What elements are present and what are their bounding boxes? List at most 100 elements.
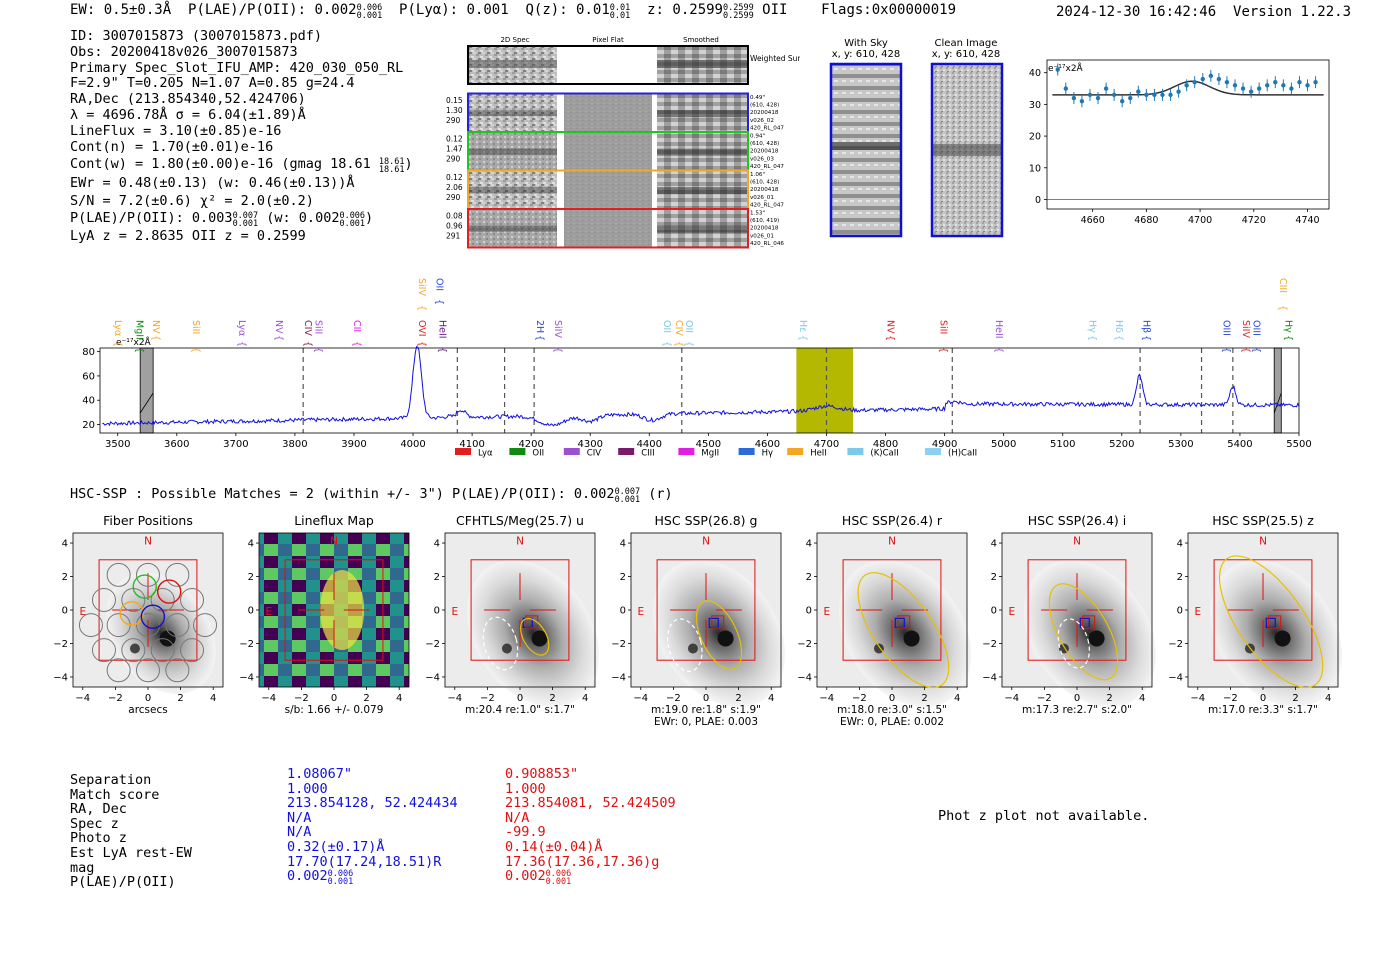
- spectrum-x-tick-label: 3900: [341, 439, 366, 450]
- galaxy-halo: [838, 559, 972, 707]
- spectrum-x-tick-label: 4800: [873, 439, 898, 450]
- zoom-data-point: [1305, 83, 1310, 88]
- spectrum-line-label: SiII {: [938, 320, 949, 353]
- panel-y-tick-label: 4: [1177, 539, 1183, 550]
- spectrum-line-label-text: Hε: [797, 320, 808, 332]
- header-z: z: 0.2599: [647, 2, 723, 18]
- fiber-2d-spec: [469, 132, 557, 170]
- full-spectrum-chart: e⁻¹⁷x2Å 3500 3600 3700 3800 3900 4000 4100 4200…: [82, 278, 1311, 459]
- spectrum-line-label-brace: {: [1240, 347, 1251, 353]
- source-ellipse: [482, 616, 519, 671]
- spectrum-line-label: NV{: [150, 320, 161, 341]
- imaging-panel-title: Fiber Positions: [103, 513, 193, 528]
- zoom-data-point: [1160, 92, 1165, 98]
- zoom-data-point: [1265, 83, 1270, 88]
- spectrum-line-label: Hδ {: [1113, 320, 1124, 341]
- spectrum-line-label: OII {: [661, 320, 672, 347]
- with-sky-title: With Sky x, y: 610, 428: [831, 38, 901, 60]
- zoom-data-point: [1128, 95, 1133, 101]
- spectrum-line-label-brace: {: [1277, 305, 1288, 311]
- zoom-data-point: [1152, 92, 1157, 98]
- imaging-panel: Fiber Positions N E −4 −4 −2 −2 0 0 2 2 4 4 arcsecs: [53, 513, 224, 716]
- spectrum-line-label-text: OII: [683, 320, 694, 333]
- fiber-row-meta: (610, 428): [750, 180, 779, 186]
- panel-y-tick-label: 2: [806, 572, 812, 583]
- galaxy-core: [903, 630, 920, 647]
- fiber-2d-spec: [469, 209, 557, 247]
- match-table-labels: Separation Match score RA, Dec Spec z Ph…: [70, 772, 192, 891]
- fiber-circle: [193, 613, 218, 638]
- imaging-panel: CFHTLS/Meg(25.7) u N E −4 −4 −2 −2 0 0 2 2 4 4 m:20.4…: [425, 513, 600, 716]
- spectrum-x-tick-label: 4500: [696, 439, 721, 450]
- fiber-row-meta: (610, 419): [750, 218, 779, 224]
- header-qz: Q(z): 0.01: [525, 2, 610, 18]
- panel-caption: m:19.0 re:1.8" s:1.9": [651, 704, 761, 716]
- spectrum-line-label-brace: {: [313, 347, 324, 353]
- zoom-data-point: [1192, 79, 1197, 85]
- zoom-data-point: [1224, 79, 1230, 85]
- panel-x-tick-label: 0: [517, 693, 523, 704]
- zoom-data-point: [1240, 86, 1246, 91]
- panel-x-tick-label: −2: [852, 693, 867, 704]
- panel-y-tick-label: −4: [797, 672, 812, 683]
- fiber-row-meta: 20200418: [750, 149, 779, 155]
- spectrum-line-label-brace: {: [434, 299, 445, 305]
- zoom-x-tick-label: 4660: [1081, 215, 1105, 226]
- panel-x-tick-label: −4: [447, 693, 462, 704]
- galaxy-companion: [873, 643, 884, 654]
- match-box-red: [897, 615, 911, 629]
- info-plae: P(LAE)/P(OII): 0.003 0.007 0.001 (w: 0.002…: [70, 209, 374, 229]
- spectrum-line-label-brace: {: [938, 347, 949, 353]
- match-box-red: [711, 615, 725, 629]
- zoom-data-point: [1168, 92, 1173, 98]
- galaxy-core: [1274, 630, 1291, 647]
- weighted-sum-label: Weighted Sum: [750, 54, 800, 63]
- spectrum-line-label: OIII {: [1251, 320, 1262, 353]
- spectrum-line-label-brace: {: [1220, 347, 1231, 353]
- east-label: E: [1008, 606, 1015, 618]
- imaging-panel: HSC SSP(26.4) i N E −4 −4 −2 −2 0 0 2 2 4 4 m:17.3 re…: [982, 513, 1157, 716]
- panel-caption: EWr: 0, PLAE: 0.002: [840, 716, 944, 728]
- header-z-tag: OII: [762, 2, 788, 18]
- panel-y-tick-label: −2: [239, 639, 254, 650]
- aperture-box: [470, 559, 570, 661]
- spectrum-line-label-text: NV: [150, 320, 161, 334]
- imaging-panels: Fiber Positions N E −4 −4 −2 −2 0 0 2 2 4 4 arcsecs Li…: [53, 513, 1343, 728]
- panel-x-tick-label: 0: [703, 693, 709, 704]
- imaging-panel-title: HSC SSP(26.8) g: [655, 513, 758, 528]
- header-plae-hi: 0.006: [356, 3, 383, 13]
- panel-x-tick-label: −2: [666, 693, 681, 704]
- spectrum-line-label: HeII {: [437, 320, 448, 353]
- info-radec: RA,Dec (213.854340,52.424706): [70, 91, 306, 108]
- source-ellipse: [695, 600, 743, 670]
- spectrum-line-label-brace: {: [190, 347, 201, 353]
- panel-x-tick-label: 4: [1325, 693, 1331, 704]
- zoom-data-point: [1063, 86, 1068, 91]
- galaxy-companion: [687, 643, 698, 654]
- panel-x-tick-label: −2: [1037, 693, 1052, 704]
- spectrum-line-label: OII {: [434, 278, 445, 305]
- spectrum-line-label-brace: {: [1086, 335, 1097, 341]
- spectrum-line-label-text: SiIV: [552, 320, 563, 338]
- east-label: E: [79, 606, 86, 618]
- panel-x-tick-label: −2: [1223, 693, 1238, 704]
- fiber-row-stat: 0.08: [446, 212, 463, 221]
- spectrum-legend-label: MgII: [701, 449, 719, 459]
- fiber-pixel-flat: [564, 94, 652, 132]
- spectrum-line-label: Hγ {: [1086, 320, 1097, 341]
- imaging-panel: HSC SSP(25.5) z N E −4 −4 −2 −2 0 0 2 2 4 4 m:17.0 re…: [1168, 513, 1343, 716]
- panel-x-tick-label: −4: [1004, 693, 1019, 704]
- spectrum-mask-hatch: [139, 392, 154, 414]
- spectrum-line-label-brace: {: [416, 305, 427, 311]
- spectrum-legend-swatch: [738, 448, 755, 455]
- zoom-data-point: [1256, 86, 1262, 91]
- panel-y-tick-label: 0: [620, 606, 626, 617]
- spectrum-line-label-brace: {: [1113, 335, 1124, 341]
- source-ellipse: [1218, 555, 1324, 689]
- spectrum-line-label-brace: {: [797, 335, 808, 341]
- fiber-row-meta: 420_RL_047: [750, 202, 784, 208]
- spectrum-line-label-text: SiII: [938, 320, 949, 334]
- panel-y-tick-label: 0: [248, 606, 254, 617]
